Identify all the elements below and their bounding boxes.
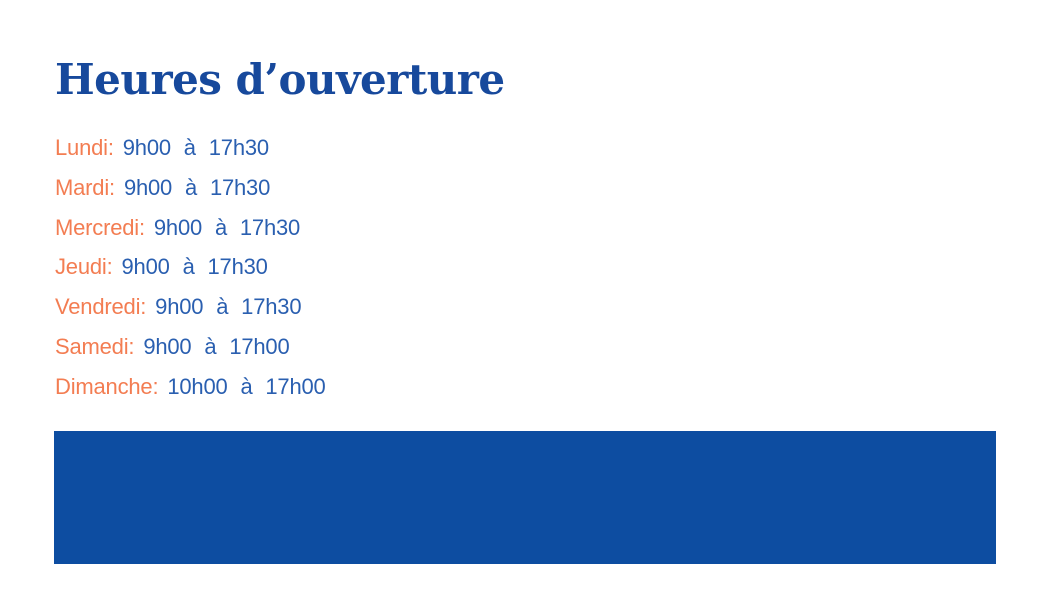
hours-row: Samedi: 9h00 à 17h00 bbox=[55, 327, 326, 367]
hours-value: 9h00 à 17h30 bbox=[121, 254, 268, 280]
hours-value: 9h00 à 17h30 bbox=[122, 135, 269, 160]
hours-row: Vendredi: 9h00 à 17h30 bbox=[55, 287, 326, 327]
hours-row: Jeudi: 9h00 à 17h30 bbox=[55, 247, 326, 287]
day-label: Jeudi: bbox=[55, 254, 113, 280]
hours-value: 10h00 à 17h00 bbox=[167, 373, 326, 399]
page-title: Heures d’ouverture bbox=[55, 55, 505, 104]
hours-value: 9h00 à 17h30 bbox=[155, 294, 302, 320]
hours-row: Dimanche: 10h00 à 17h00 bbox=[55, 367, 326, 407]
footer-blue-block bbox=[54, 431, 996, 564]
day-label: Mercredi: bbox=[55, 214, 145, 240]
day-label: Dimanche: bbox=[55, 373, 159, 399]
hours-value: 9h00 à 17h30 bbox=[123, 174, 271, 200]
hours-value: 9h00 à 17h00 bbox=[143, 333, 290, 359]
hours-row: Mercredi: 9h00 à 17h30 bbox=[55, 208, 326, 248]
hours-row: Lundi: 9h00 à 17h30 bbox=[55, 128, 326, 168]
day-label: Samedi: bbox=[55, 333, 135, 359]
day-label: Mardi: bbox=[55, 174, 115, 200]
opening-hours-list: Lundi: 9h00 à 17h30 Mardi: 9h00 à 17h30 Merc… bbox=[55, 128, 326, 407]
day-label: Vendredi: bbox=[55, 294, 147, 320]
hours-row: Mardi: 9h00 à 17h30 bbox=[55, 168, 326, 208]
day-label: Lundi: bbox=[55, 135, 114, 160]
hours-value: 9h00 à 17h30 bbox=[153, 214, 301, 240]
